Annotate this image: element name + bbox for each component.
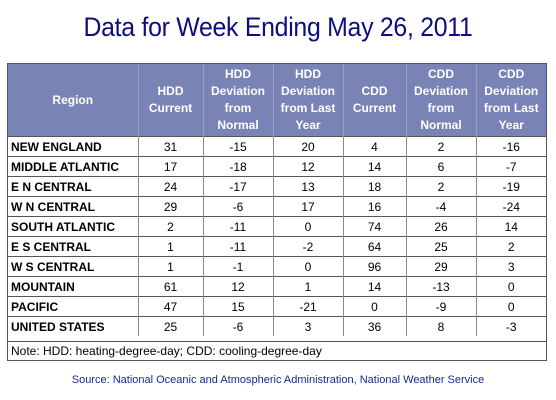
- cell-cdd-dev-last-year: 0: [475, 296, 546, 317]
- cell-region: E N CENTRAL: [8, 176, 138, 197]
- cell-cdd-dev-normal: 6: [405, 156, 476, 177]
- cell-region: UNITED STATES: [8, 316, 138, 336]
- cell-cdd-current: 0: [342, 296, 406, 317]
- cell-hdd-dev-normal: -15: [202, 136, 273, 157]
- cell-cdd-dev-normal: -4: [405, 196, 476, 217]
- page-title: Data for Week Ending May 26, 2011: [83, 12, 473, 42]
- table-row: UNITED STATES 25 -6 3 36 8 -3: [8, 316, 546, 336]
- cell-cdd-current: 14: [342, 156, 406, 177]
- cell-cdd-dev-normal: 2: [405, 136, 476, 157]
- cell-cdd-dev-last-year: -7: [475, 156, 546, 177]
- cell-cdd-current: 64: [342, 236, 406, 257]
- cell-region: MOUNTAIN: [8, 276, 138, 297]
- cell-hdd-dev-normal: -17: [202, 176, 273, 197]
- cell-hdd-dev-last-year: 12: [272, 156, 343, 177]
- table-row: NEW ENGLAND 31 -15 20 4 2 -16: [8, 136, 546, 157]
- cell-region: MIDDLE ATLANTIC: [8, 156, 138, 177]
- table-row: SOUTH ATLANTIC 2 -11 0 74 26 14: [8, 216, 546, 237]
- cell-cdd-dev-last-year: -24: [475, 196, 546, 217]
- cell-hdd-dev-normal: -18: [202, 156, 273, 177]
- cell-hdd-dev-normal: 15: [202, 296, 273, 317]
- table-row: W S CENTRAL 1 -1 0 96 29 3: [8, 256, 546, 277]
- source-caption: Source: National Oceanic and Atmospheric…: [71, 374, 485, 386]
- col-header-hdd-dev-last-year: HDD Deviation from Last Year: [272, 64, 343, 137]
- cell-cdd-current: 36: [342, 316, 406, 336]
- col-header-region: Region: [8, 64, 138, 137]
- table-row: MIDDLE ATLANTIC 17 -18 12 14 6 -7: [8, 156, 546, 177]
- cell-cdd-dev-normal: -13: [405, 276, 476, 297]
- cell-cdd-dev-normal: 25: [405, 236, 476, 257]
- data-table: Region HDD Current HDD Deviation from Normal…: [8, 64, 546, 336]
- cell-hdd-current: 31: [137, 136, 203, 157]
- cell-hdd-dev-last-year: 13: [272, 176, 343, 197]
- cell-cdd-dev-last-year: -19: [475, 176, 546, 197]
- cell-region: NEW ENGLAND: [8, 136, 138, 157]
- cell-hdd-current: 17: [137, 156, 203, 177]
- cell-hdd-dev-last-year: 17: [272, 196, 343, 217]
- table-body: NEW ENGLAND 31 -15 20 4 2 -16 MIDDLE ATLANTIC 17…: [8, 136, 546, 336]
- cell-hdd-dev-last-year: -2: [272, 236, 343, 257]
- table-row: W N CENTRAL 29 -6 17 16 -4 -24: [8, 196, 546, 217]
- table-row: E S CENTRAL 1 -11 -2 64 25 2: [8, 236, 546, 257]
- table-row: MOUNTAIN 61 12 1 14 -13 0: [8, 276, 546, 297]
- cell-hdd-dev-last-year: 20: [272, 136, 343, 157]
- cell-cdd-dev-last-year: 2: [475, 236, 546, 257]
- cell-cdd-dev-normal: 2: [405, 176, 476, 197]
- cell-hdd-current: 25: [137, 316, 203, 336]
- cell-hdd-dev-last-year: 3: [272, 316, 343, 336]
- cell-region: E S CENTRAL: [8, 236, 138, 257]
- cell-cdd-current: 18: [342, 176, 406, 197]
- cell-region: W S CENTRAL: [8, 256, 138, 277]
- cell-cdd-dev-normal: 26: [405, 216, 476, 237]
- cell-hdd-dev-last-year: 0: [272, 216, 343, 237]
- cell-hdd-dev-normal: -1: [202, 256, 273, 277]
- cell-hdd-current: 47: [137, 296, 203, 317]
- cell-cdd-current: 14: [342, 276, 406, 297]
- col-header-cdd-dev-normal: CDD Deviation from Normal: [405, 64, 476, 137]
- cell-hdd-dev-normal: 12: [202, 276, 273, 297]
- cell-cdd-dev-last-year: 14: [475, 216, 546, 237]
- cell-region: PACIFIC: [8, 296, 138, 317]
- data-table-frame: Region HDD Current HDD Deviation from Normal…: [7, 63, 547, 361]
- col-header-hdd-current: HDD Current: [137, 64, 203, 137]
- footnote: Note: HDD: heating-degree-day; CDD: cool…: [8, 341, 546, 360]
- table-header-row: Region HDD Current HDD Deviation from Normal…: [8, 64, 546, 137]
- cell-cdd-dev-normal: -9: [405, 296, 476, 317]
- table-row: E N CENTRAL 24 -17 13 18 2 -19: [8, 176, 546, 197]
- cell-hdd-dev-normal: -6: [202, 316, 273, 336]
- cell-hdd-dev-last-year: 0: [272, 256, 343, 277]
- col-header-hdd-dev-normal: HDD Deviation from Normal: [202, 64, 273, 137]
- cell-region: SOUTH ATLANTIC: [8, 216, 138, 237]
- cell-hdd-dev-last-year: 1: [272, 276, 343, 297]
- cell-cdd-dev-last-year: 0: [475, 276, 546, 297]
- cell-hdd-dev-normal: -6: [202, 196, 273, 217]
- cell-cdd-dev-normal: 8: [405, 316, 476, 336]
- table-row: PACIFIC 47 15 -21 0 -9 0: [8, 296, 546, 317]
- cell-cdd-current: 74: [342, 216, 406, 237]
- cell-hdd-dev-normal: -11: [202, 216, 273, 237]
- cell-hdd-current: 1: [137, 236, 203, 257]
- cell-cdd-dev-last-year: -3: [475, 316, 546, 336]
- cell-cdd-current: 96: [342, 256, 406, 277]
- cell-hdd-current: 1: [137, 256, 203, 277]
- cell-hdd-current: 24: [137, 176, 203, 197]
- cell-cdd-dev-normal: 29: [405, 256, 476, 277]
- col-header-cdd-dev-last-year: CDD Deviation from Last Year: [475, 64, 546, 137]
- cell-hdd-current: 29: [137, 196, 203, 217]
- col-header-cdd-current: CDD Current: [342, 64, 406, 137]
- cell-cdd-current: 16: [342, 196, 406, 217]
- cell-cdd-dev-last-year: 3: [475, 256, 546, 277]
- cell-hdd-dev-normal: -11: [202, 236, 273, 257]
- cell-hdd-dev-last-year: -21: [272, 296, 343, 317]
- cell-region: W N CENTRAL: [8, 196, 138, 217]
- cell-hdd-current: 2: [137, 216, 203, 237]
- cell-cdd-dev-last-year: -16: [475, 136, 546, 157]
- cell-cdd-current: 4: [342, 136, 406, 157]
- cell-hdd-current: 61: [137, 276, 203, 297]
